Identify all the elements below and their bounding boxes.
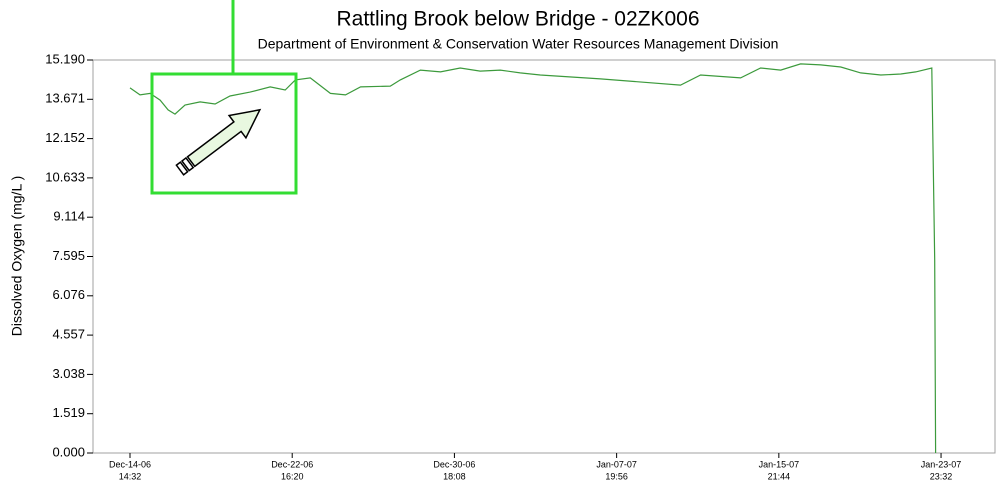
chart-subtitle: Department of Environment & Conservation… — [258, 36, 779, 52]
x-tick-label: Jan-23-07 — [921, 459, 962, 469]
y-tick-label: 0.000 — [52, 444, 85, 459]
y-tick-label: 13.671 — [45, 91, 85, 106]
x-tick-label: Jan-07-07 — [596, 459, 637, 469]
x-tick-label: 14:32 — [119, 471, 142, 481]
annotation-arrow — [175, 108, 262, 176]
x-tick-label: Jan-15-07 — [759, 459, 800, 469]
x-tick-label: Dec-22-06 — [271, 459, 313, 469]
y-tick-label: 6.076 — [52, 287, 85, 302]
x-tick-label: Dec-14-06 — [109, 459, 151, 469]
marks: 0.000 1.519 3.038 4.557 6.076 7.595 9.114 10.63… — [45, 51, 961, 481]
x-tick-label: 16:20 — [281, 471, 304, 481]
y-tick-label: 12.152 — [45, 130, 85, 145]
y-tick-label: 10.633 — [45, 169, 85, 184]
chart-title: Rattling Brook below Bridge - 02ZK006 — [336, 8, 699, 31]
y-tick-label: 7.595 — [52, 248, 85, 263]
x-tick-label: 19:56 — [605, 471, 628, 481]
y-tick-label: 3.038 — [52, 366, 85, 381]
y-tick-label: 4.557 — [52, 327, 85, 342]
plot-area — [92, 59, 996, 454]
x-tick-label: 18:08 — [443, 471, 466, 481]
x-tick-label: Dec-30-06 — [433, 459, 475, 469]
y-tick-label: 9.114 — [53, 209, 85, 224]
y-tick-label: 15.190 — [45, 51, 85, 66]
data-line — [129, 63, 937, 454]
x-tick-label: 21:44 — [768, 471, 791, 481]
annotation-box — [150, 72, 298, 195]
y-axis-label: Dissolved Oxygen (mg/L ) — [9, 176, 25, 337]
y-tick-label: 1.519 — [52, 405, 85, 420]
x-tick-label: 23:32 — [930, 471, 953, 481]
